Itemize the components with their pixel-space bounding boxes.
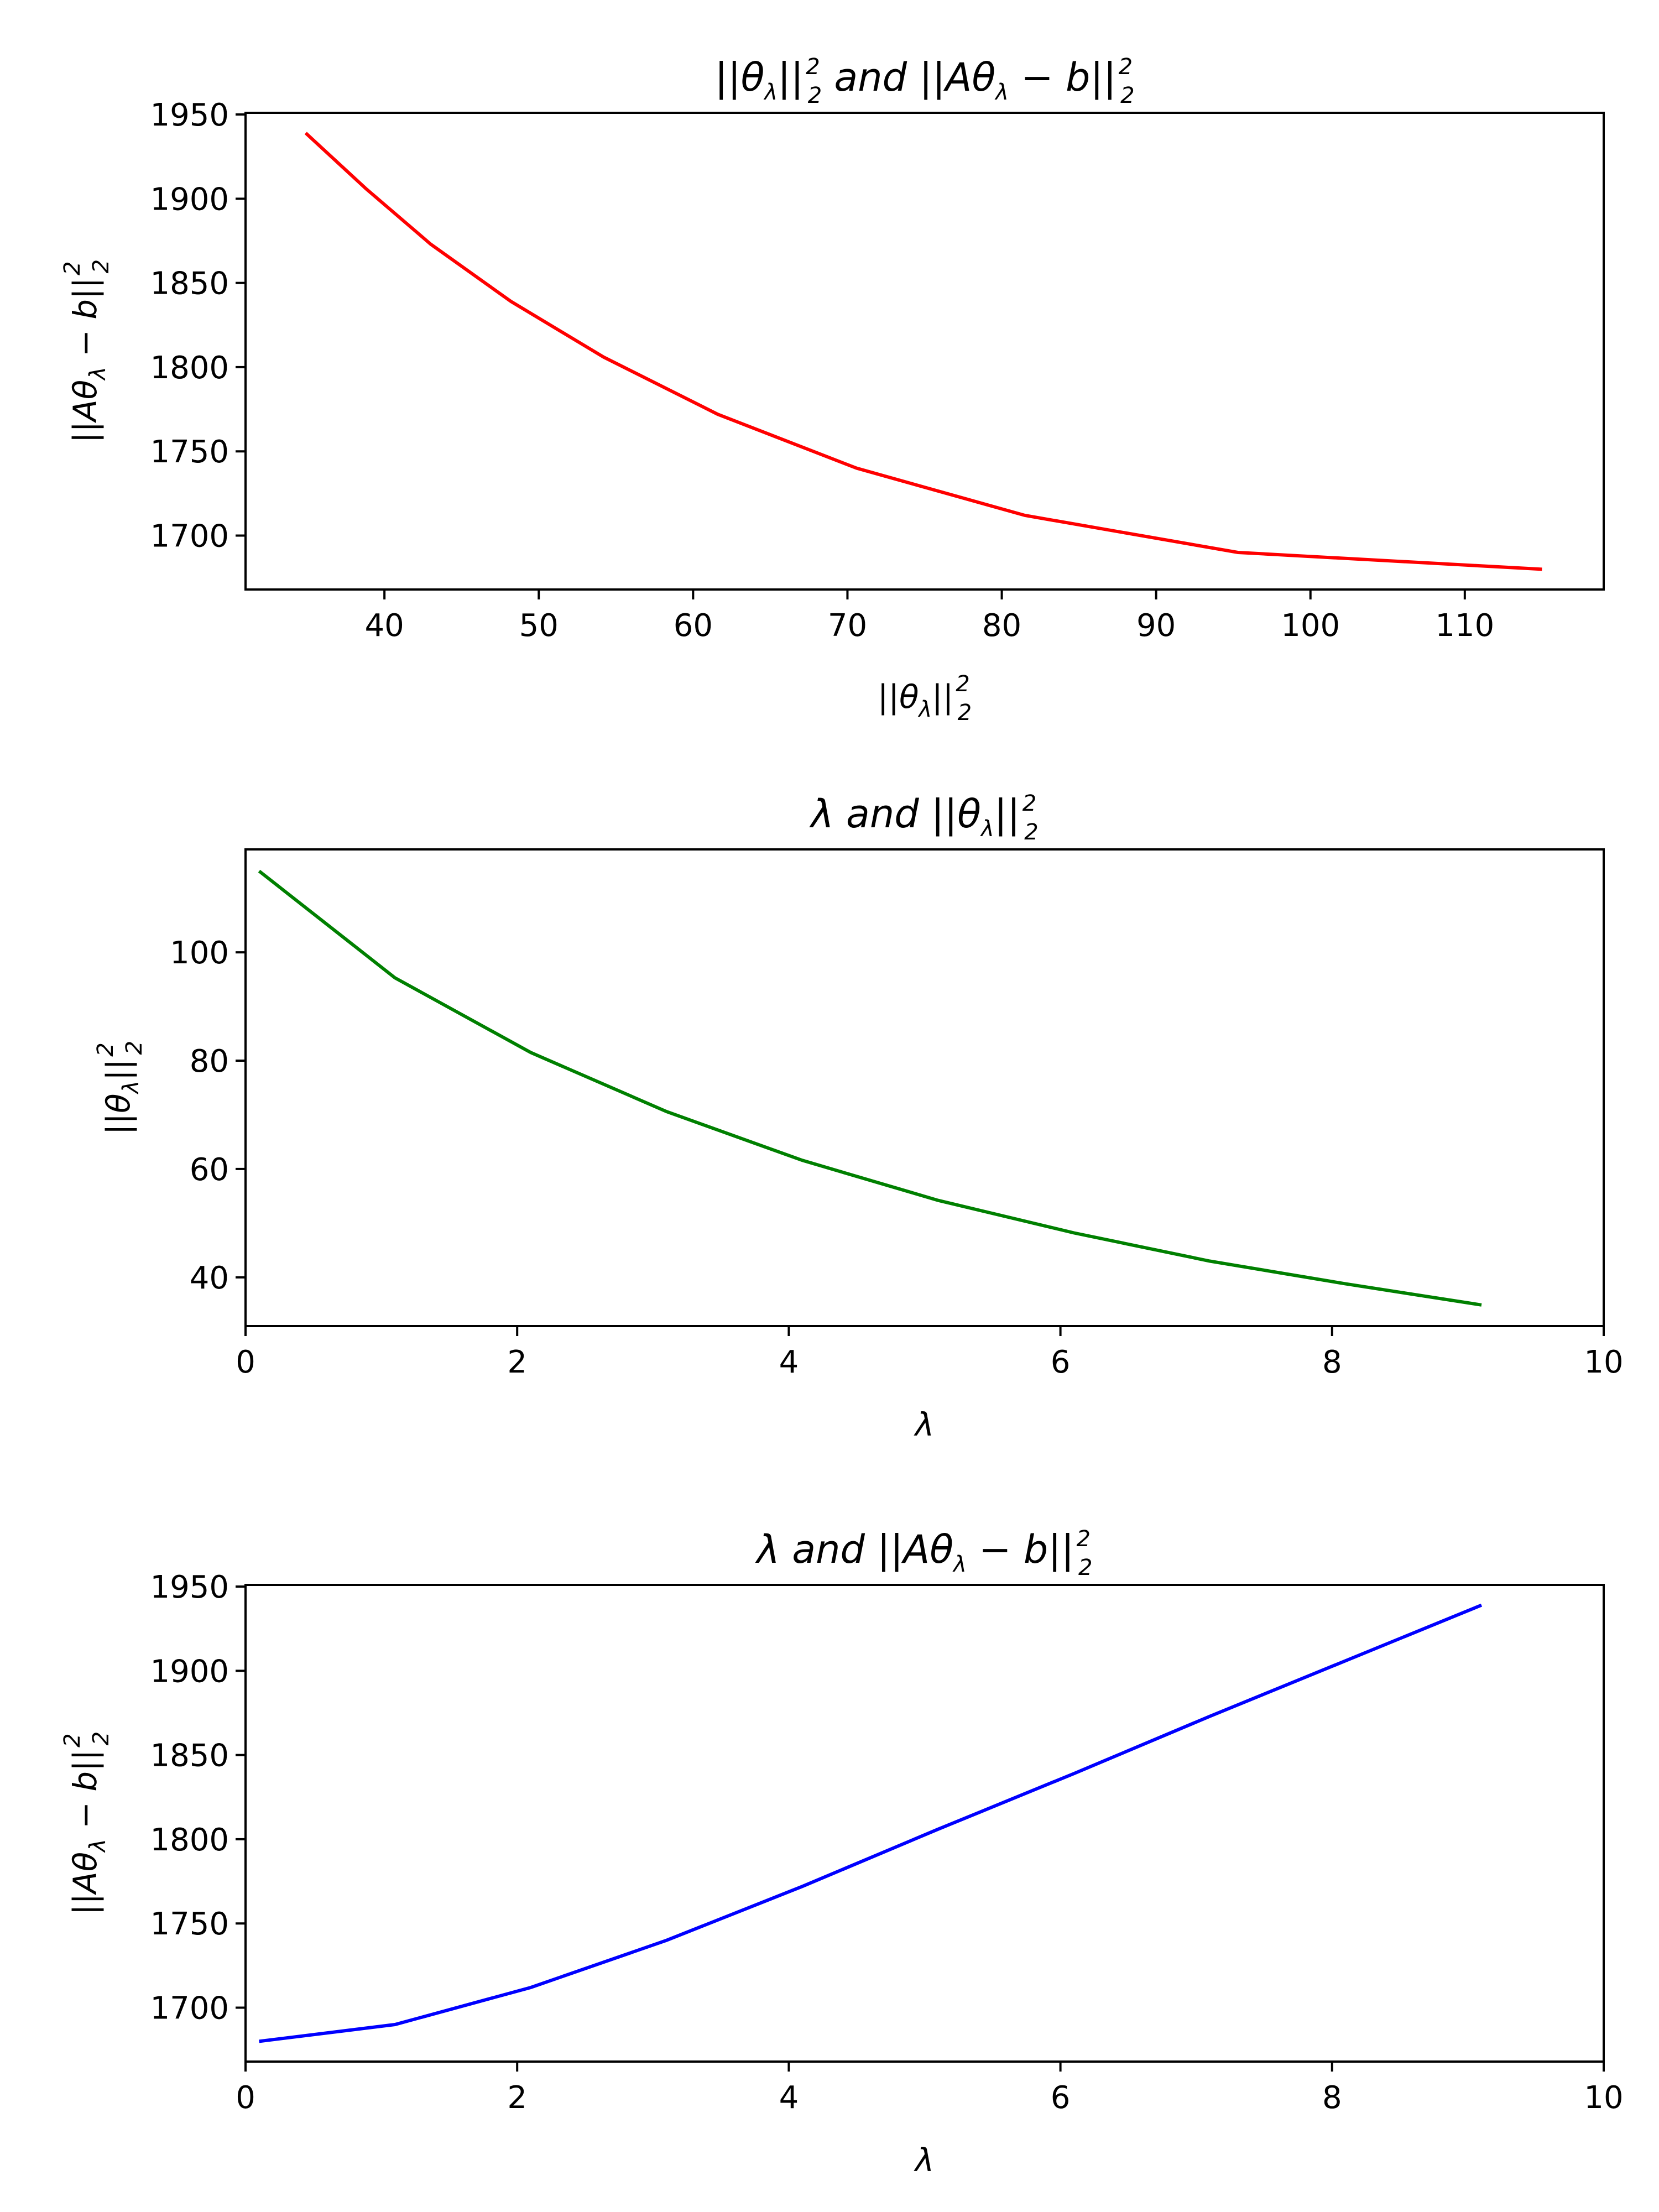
x-tick-label: 6 [1051,2080,1071,2116]
plot-frame [244,848,1605,1327]
x-tick-label: 100 [1281,608,1340,644]
x-tick-label: 60 [674,608,713,644]
series-line [259,1603,1483,2043]
x-ticks: 0 2 4 6 8 10 [236,2062,1624,2116]
y-tick-label: 1750 [150,434,229,470]
y-axis-label: ||Aθλ − b||2 2 [60,259,114,443]
x-tick-label: 70 [828,608,867,644]
y-ticks: 1700 1750 1800 1850 1900 1950 [150,97,246,555]
y-tick-label: 60 [190,1152,229,1188]
y-axis-label: ||Aθλ − b||2 2 [60,1731,114,1915]
x-tick-label: 80 [982,608,1021,644]
x-tick-label: 110 [1435,608,1494,644]
series-line [304,132,1542,571]
y-tick-label: 80 [190,1044,229,1079]
subplot-title: λ and ||θλ|| 2 2 [808,791,1038,845]
x-tick-label: 6 [1051,1344,1071,1380]
y-tick-label: 1950 [150,1569,229,1605]
plot-frame [244,1584,1605,2063]
subplot-title: λ and ||Aθλ − b|| 2 2 [755,1526,1093,1580]
y-tick-label: 1750 [150,1906,229,1942]
x-tick-label: 2 [507,1344,527,1380]
y-ticks: 1700 1750 1800 1850 1900 1950 [150,1569,246,2027]
plot-frame [244,112,1605,591]
x-tick-label: 4 [779,2080,799,2116]
x-ticks: 40 50 60 70 80 90 100 110 [365,589,1494,644]
x-tick-label: 8 [1322,2080,1342,2116]
y-tick-label: 1950 [150,97,229,133]
x-ticks: 0 2 4 6 8 10 [236,1326,1624,1380]
x-tick-label: 90 [1136,608,1176,644]
subplot-lambda-vs-residual: 0 2 4 6 8 10 1700 1750 1800 1850 1900 1950 λ and |… [60,1526,1624,2179]
x-tick-label: 40 [365,608,404,644]
x-tick-label: 0 [236,1344,255,1380]
y-tick-label: 1800 [150,350,229,386]
y-tick-label: 100 [170,935,229,971]
x-axis-label: ||θλ|| 2 2 [878,671,972,726]
x-tick-label: 10 [1584,1344,1623,1380]
x-tick-label: 8 [1322,1344,1342,1380]
x-tick-label: 4 [779,1344,799,1380]
subplot-title: ||θλ|| 2 2 and ||Aθλ − b|| 2 2 [714,54,1134,108]
y-tick-label: 1850 [150,266,229,302]
y-tick-label: 1900 [150,1653,229,1689]
y-tick-label: 40 [190,1260,229,1296]
y-tick-label: 1800 [150,1822,229,1858]
y-tick-label: 1850 [150,1738,229,1774]
y-axis-label: ||θλ||2 2 [93,1041,147,1135]
y-tick-label: 1700 [150,1991,229,2027]
x-axis-label: λ [914,2141,934,2179]
x-tick-label: 0 [236,2080,255,2116]
x-tick-label: 50 [519,608,559,644]
x-tick-label: 2 [507,2080,527,2116]
y-tick-label: 1700 [150,519,229,555]
subplot-lambda-vs-norm: 0 2 4 6 8 10 40 60 80 100 λ and ||θλ|| 2 2 λ ||θλ|… [93,791,1624,1443]
y-ticks: 40 60 80 100 [170,935,246,1296]
x-axis-label: λ [914,1406,934,1443]
x-tick-label: 10 [1584,2080,1623,2116]
series-line [258,869,1482,1307]
y-tick-label: 1900 [150,181,229,217]
subplot-norm-vs-residual: 40 50 60 70 80 90 100 110 170017501800185019001… [60,54,1605,726]
